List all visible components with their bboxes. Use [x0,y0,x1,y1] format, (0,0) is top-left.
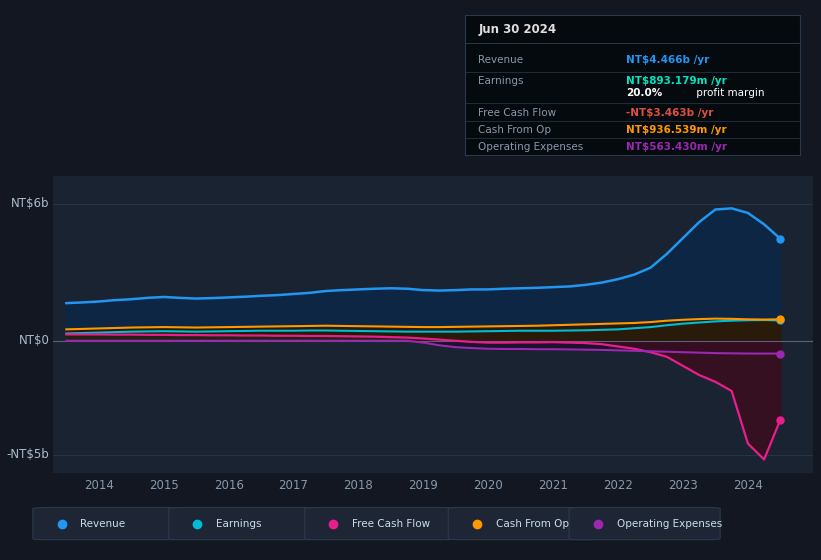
FancyBboxPatch shape [569,507,720,540]
Text: NT$563.430m /yr: NT$563.430m /yr [626,142,727,152]
Text: Jun 30 2024: Jun 30 2024 [479,22,557,35]
Text: NT$893.179m /yr: NT$893.179m /yr [626,76,727,86]
FancyBboxPatch shape [305,507,456,540]
Text: Revenue: Revenue [479,55,524,65]
Text: Earnings: Earnings [479,76,524,86]
FancyBboxPatch shape [448,507,599,540]
Text: profit margin: profit margin [693,88,764,99]
Text: Earnings: Earnings [217,519,262,529]
FancyBboxPatch shape [33,507,184,540]
Text: 20.0%: 20.0% [626,88,662,99]
Text: NT$6b: NT$6b [11,197,49,211]
Text: Free Cash Flow: Free Cash Flow [352,519,430,529]
Text: Operating Expenses: Operating Expenses [617,519,722,529]
Text: Free Cash Flow: Free Cash Flow [479,108,557,118]
Text: NT$936.539m /yr: NT$936.539m /yr [626,125,727,135]
Text: NT$0: NT$0 [19,334,49,347]
Text: Operating Expenses: Operating Expenses [479,142,584,152]
Text: Revenue: Revenue [80,519,126,529]
Text: -NT$3.463b /yr: -NT$3.463b /yr [626,108,713,118]
Text: NT$4.466b /yr: NT$4.466b /yr [626,55,709,65]
Text: Cash From Op: Cash From Op [479,125,552,135]
Text: -NT$5b: -NT$5b [7,449,49,461]
Text: Cash From Op: Cash From Op [496,519,569,529]
FancyBboxPatch shape [169,507,320,540]
